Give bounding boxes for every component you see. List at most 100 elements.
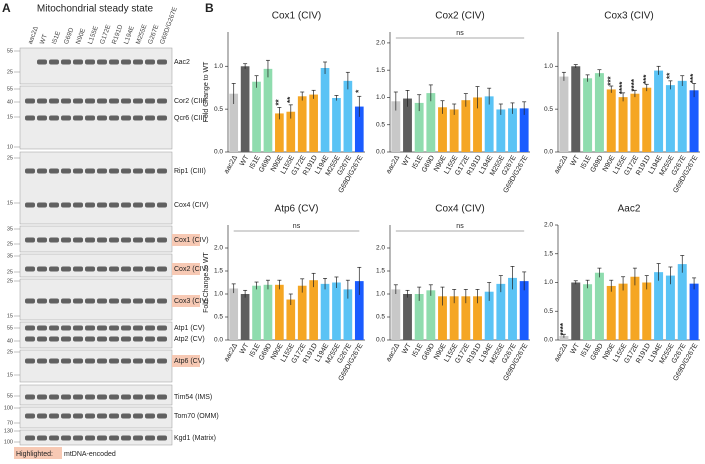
bar — [689, 283, 699, 340]
band — [157, 358, 167, 364]
band — [73, 435, 83, 441]
band — [121, 336, 131, 342]
bar — [229, 93, 239, 152]
band — [49, 413, 59, 419]
x-tick-label: aac2Δ — [385, 342, 401, 363]
blot-strip — [19, 384, 173, 406]
band — [85, 115, 95, 121]
chart-title: Aac2 — [618, 204, 641, 215]
band — [109, 413, 119, 419]
band — [49, 394, 59, 400]
band — [121, 394, 131, 400]
bar — [332, 282, 341, 340]
bar — [286, 299, 296, 340]
band — [133, 168, 143, 174]
band — [97, 394, 107, 400]
bar — [473, 296, 482, 340]
bar — [354, 281, 364, 340]
y-tick-label: 1.5 — [214, 268, 223, 275]
mw-marker: 35 — [7, 226, 13, 232]
band — [121, 358, 131, 364]
mw-marker: 40 — [7, 99, 13, 105]
bar — [449, 296, 459, 340]
band — [109, 115, 119, 121]
band — [121, 168, 131, 174]
x-tick-label: aac2Δ — [553, 342, 569, 363]
x-tick-label: WT — [401, 342, 413, 356]
x-tick-label: aac2Δ — [553, 154, 569, 175]
bar — [438, 107, 447, 152]
band — [49, 325, 59, 331]
mw-marker: 15 — [7, 200, 13, 206]
mw-marker: 25 — [7, 349, 13, 355]
bar — [297, 96, 307, 152]
band — [157, 59, 167, 65]
chart-title: Atp6 (CV) — [275, 204, 319, 215]
band — [157, 325, 167, 331]
protein-label: Cox1 (CIV) — [174, 237, 209, 244]
band — [85, 168, 95, 174]
band — [37, 298, 47, 304]
mw-marker: 25 — [7, 278, 13, 284]
x-tick-label: WT — [570, 154, 582, 168]
band — [61, 358, 71, 364]
bar — [665, 85, 675, 152]
band — [133, 413, 143, 419]
y-tick-label: 1.0 — [376, 94, 385, 101]
band — [97, 98, 107, 104]
band — [97, 298, 107, 304]
band — [25, 394, 35, 400]
y-tick-label: 2.0 — [544, 222, 553, 229]
band — [37, 413, 47, 419]
band — [85, 394, 95, 400]
band — [73, 115, 83, 121]
band — [85, 298, 95, 304]
band — [145, 115, 155, 121]
bar — [571, 282, 581, 340]
band — [61, 435, 71, 441]
y-tick-label: 0.0 — [376, 337, 385, 344]
lane-label: WT — [39, 33, 49, 45]
band — [61, 168, 71, 174]
bar — [309, 94, 318, 152]
chart-title: Cox1 (CIV) — [272, 11, 321, 22]
band — [157, 435, 167, 441]
mw-marker: 15 — [7, 313, 13, 319]
bar — [594, 272, 604, 340]
band — [85, 237, 95, 243]
band — [121, 202, 131, 208]
band — [25, 266, 35, 272]
band — [157, 168, 167, 174]
band — [109, 266, 119, 272]
y-tick-label: 2.0 — [214, 245, 223, 252]
bar — [275, 284, 284, 340]
band — [133, 298, 143, 304]
band — [37, 336, 47, 342]
band — [145, 336, 155, 342]
bracket-label: ns — [456, 223, 464, 230]
band — [73, 394, 83, 400]
band — [97, 168, 107, 174]
band — [25, 98, 35, 104]
significance: ** — [274, 98, 283, 105]
protein-label: Cox4 (CIV) — [174, 202, 209, 209]
bar — [606, 89, 616, 152]
band — [121, 325, 131, 331]
mw-marker: 25 — [7, 155, 13, 161]
band — [25, 115, 35, 121]
bar — [519, 108, 529, 152]
significance: ** — [286, 96, 295, 103]
bar — [508, 108, 517, 152]
band — [109, 202, 119, 208]
blot-strip — [19, 349, 173, 383]
bar — [461, 100, 471, 152]
lane-label: I51E — [51, 30, 62, 46]
band — [25, 202, 35, 208]
chart-title: Cox4 (CIV) — [435, 204, 484, 215]
bar — [618, 97, 628, 152]
band — [61, 298, 71, 304]
band — [85, 202, 95, 208]
bar — [320, 283, 330, 340]
bar — [403, 294, 412, 340]
blot-title: Mitochondrial steady state — [37, 4, 154, 15]
